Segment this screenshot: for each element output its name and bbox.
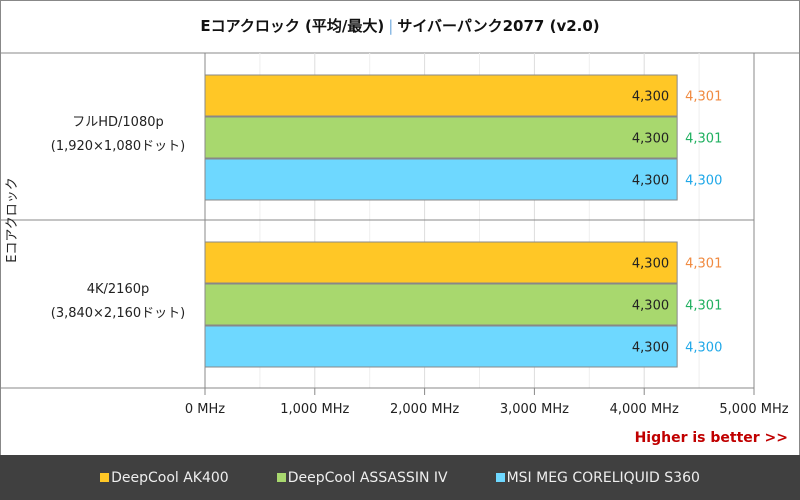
bar: [204, 74, 678, 117]
bar: [204, 241, 678, 284]
category-sublabel: (1,920×1,080ドット): [51, 139, 185, 154]
title-text: Eコアクロック (平均/最大): [200, 17, 385, 35]
category-label: 4K/2160p: [87, 282, 150, 297]
bar: [204, 325, 678, 368]
y-axis-label: Eコアクロック: [5, 177, 20, 263]
bar-max-label: 4,300: [685, 174, 722, 189]
bar-avg-label: 4,300: [632, 132, 669, 147]
legend: DeepCool AK400 DeepCool ASSASSIN IV MSI ME…: [0, 455, 800, 500]
legend-label: DeepCool AK400: [111, 469, 229, 486]
legend-swatch: [100, 473, 110, 482]
bar-max-label: 4,301: [685, 257, 722, 272]
bar-max-label: 4,301: [685, 299, 722, 314]
bar-avg-label: 4,300: [632, 257, 669, 272]
bar-avg-label: 4,300: [632, 90, 669, 105]
bar-avg-label: 4,300: [632, 174, 669, 189]
x-tick-label: 0 MHz: [185, 402, 225, 417]
legend-label: MSI MEG CORELIQUID S360: [506, 469, 700, 486]
legend-swatch: [495, 473, 505, 482]
x-tick-label: 4,000 MHz: [610, 402, 679, 417]
legend-item: DeepCool ASSASSIN IV: [276, 469, 448, 486]
bar: [204, 158, 678, 201]
category-sublabel: (3,840×2,160ドット): [51, 306, 185, 321]
x-tick-label: 3,000 MHz: [500, 402, 569, 417]
x-tick-label: 5,000 MHz: [719, 402, 788, 417]
legend-label: DeepCool ASSASSIN IV: [287, 469, 448, 486]
bar-avg-label: 4,300: [632, 299, 669, 314]
bar-max-label: 4,301: [685, 132, 722, 147]
bar-max-label: 4,300: [685, 341, 722, 356]
x-tick-label: 2,000 MHz: [390, 402, 459, 417]
x-tick-label: 1,000 MHz: [280, 402, 349, 417]
legend-swatch: [276, 473, 286, 482]
bar-max-label: 4,301: [685, 90, 722, 105]
legend-item: DeepCool AK400: [100, 470, 229, 486]
bar-avg-label: 4,300: [632, 341, 669, 356]
chart-title: Eコアクロック (平均/最大) | サイバーパンク2077 (v2.0): [0, 0, 800, 53]
title-separator: |: [388, 17, 394, 35]
higher-is-better-note: Higher is better >>: [634, 430, 788, 446]
category-label: フルHD/1080p: [72, 115, 164, 130]
subtitle-text: サイバーパンク2077 (v2.0): [397, 17, 600, 35]
bar: [204, 116, 678, 159]
legend-item: MSI MEG CORELIQUID S360: [495, 469, 700, 486]
bar: [204, 283, 678, 326]
